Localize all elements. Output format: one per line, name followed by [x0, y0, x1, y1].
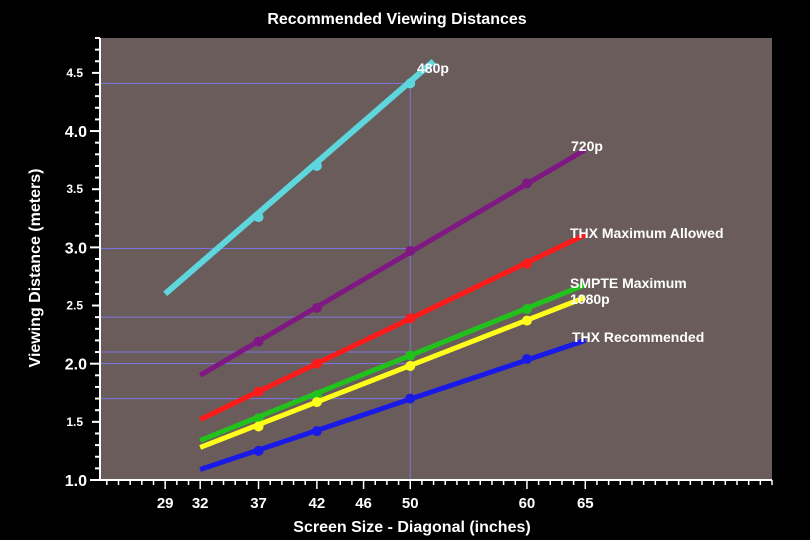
- series-line: [199, 338, 587, 472]
- x-tick-label: 42: [309, 495, 326, 512]
- data-point: [405, 393, 416, 404]
- y-tick-label: 3.0: [65, 240, 87, 257]
- data-point: [405, 361, 416, 372]
- series-label: 480p: [417, 60, 449, 76]
- series-label: 1080p: [570, 291, 610, 307]
- data-point: [253, 413, 264, 424]
- data-point: [521, 178, 532, 189]
- series-line: [199, 295, 587, 450]
- x-tick-label: 60: [519, 495, 536, 512]
- data-point: [521, 354, 532, 365]
- series-line: [199, 282, 587, 443]
- data-point: [311, 160, 322, 171]
- data-point: [521, 315, 532, 326]
- data-point: [253, 445, 264, 456]
- series-thx-maximum-allowed: THX Maximum Allowed: [199, 225, 724, 422]
- y-tick-label: 2.0: [65, 357, 87, 374]
- data-point: [521, 258, 532, 269]
- axes: 1.0 2.0 3.0 4.0 1.5 2.5 3.5 4.5 29 32 37 42 46 50 60 65: [65, 37, 773, 512]
- series-line: [198, 147, 587, 378]
- series-thx-recommended: THX Recommended: [199, 329, 704, 472]
- y-tick-label: 4.5: [66, 66, 83, 80]
- y-tick-label: 2.5: [66, 299, 83, 313]
- series-smpte-maximum: SMPTE Maximum: [199, 275, 687, 443]
- data-point: [253, 421, 264, 432]
- series-layer: 480p 720p THX Maximum Allowed SMPTE Maximum…: [163, 58, 724, 472]
- data-point: [405, 78, 416, 89]
- y-tick-label: 3.5: [66, 182, 83, 196]
- series-label: SMPTE Maximum: [570, 275, 687, 291]
- series-line: [163, 58, 436, 297]
- data-point: [405, 350, 416, 361]
- data-point: [253, 336, 264, 347]
- data-point: [311, 390, 322, 401]
- reference-lines: [101, 78, 411, 480]
- y-tick-label: 1.0: [65, 473, 87, 490]
- series-line: [199, 232, 587, 422]
- x-tick-label: 65: [577, 495, 594, 512]
- y-tick-label: 4.0: [65, 124, 87, 141]
- series-480p: 480p: [163, 58, 449, 297]
- x-tick-label: 29: [157, 495, 174, 512]
- x-tick-label: 46: [355, 495, 372, 512]
- data-point: [253, 386, 264, 397]
- y-axis-title: Viewing Distance (meters): [27, 169, 44, 368]
- x-tick-label: 32: [192, 495, 209, 512]
- x-axis-title: Screen Size - Diagonal (inches): [293, 519, 530, 536]
- series-label: 720p: [571, 138, 603, 154]
- x-tick-label: 37: [250, 495, 267, 512]
- data-point: [311, 397, 322, 408]
- plot-area: [101, 38, 772, 480]
- x-tick-label: 50: [402, 495, 419, 512]
- data-point: [311, 358, 322, 369]
- series-label: THX Recommended: [572, 329, 704, 345]
- data-point: [253, 212, 264, 223]
- data-point: [405, 313, 416, 324]
- series-1080p: 1080p: [199, 291, 610, 450]
- series-720p: 720p: [198, 138, 603, 378]
- data-point: [405, 245, 416, 256]
- data-point: [311, 302, 322, 313]
- data-point: [311, 426, 322, 437]
- y-tick-label: 1.5: [66, 415, 83, 429]
- data-point: [521, 304, 532, 315]
- chart-title: Recommended Viewing Distances: [267, 11, 526, 28]
- series-label: THX Maximum Allowed: [570, 225, 724, 241]
